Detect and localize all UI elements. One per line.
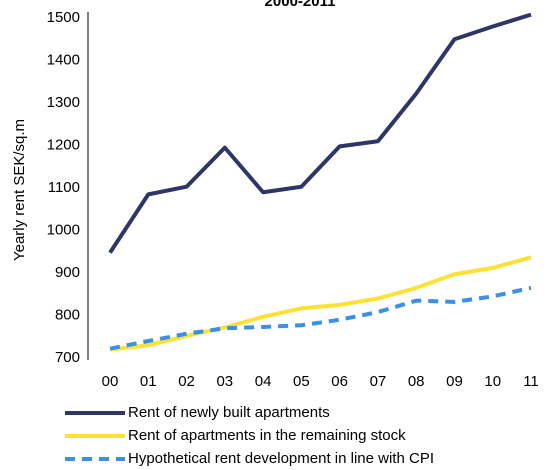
y-tick-label: 1400 xyxy=(47,51,80,68)
x-tick-label: 03 xyxy=(216,373,233,390)
legend-label: Rent of apartments in the remaining stoc… xyxy=(128,427,406,444)
y-tick-label: 800 xyxy=(55,306,80,323)
x-tick-label: 05 xyxy=(293,373,310,390)
x-tick-label: 10 xyxy=(484,373,501,390)
chart-title: 2000-2011 xyxy=(265,0,336,10)
y-tick-label: 1300 xyxy=(47,94,80,111)
x-tick-label: 04 xyxy=(255,373,272,390)
y-tick-label: 1000 xyxy=(47,221,80,238)
x-tick-label: 11 xyxy=(523,373,539,390)
x-tick-label: 00 xyxy=(102,373,119,390)
legend-label: Hypothetical rent development in line wi… xyxy=(128,450,434,467)
x-tick-label: 02 xyxy=(178,373,195,390)
x-tick-label: 08 xyxy=(408,373,425,390)
legend-label: Rent of newly built apartments xyxy=(128,404,330,421)
data-line xyxy=(108,12,532,254)
x-tick-label: 07 xyxy=(370,373,387,390)
x-tick-label: 09 xyxy=(446,373,463,390)
x-tick-label: 01 xyxy=(140,373,157,390)
y-tick-label: 1200 xyxy=(47,136,80,153)
y-tick-label: 1100 xyxy=(48,179,80,196)
data-line xyxy=(109,285,532,351)
y-tick-label: 900 xyxy=(55,264,80,281)
y-tick-label: 1500 xyxy=(47,9,80,26)
y-axis-label: Yearly rent SEK/sq.m xyxy=(11,119,28,261)
y-tick-label: 700 xyxy=(55,349,80,366)
data-line xyxy=(109,255,532,352)
x-tick-label: 06 xyxy=(331,373,348,390)
